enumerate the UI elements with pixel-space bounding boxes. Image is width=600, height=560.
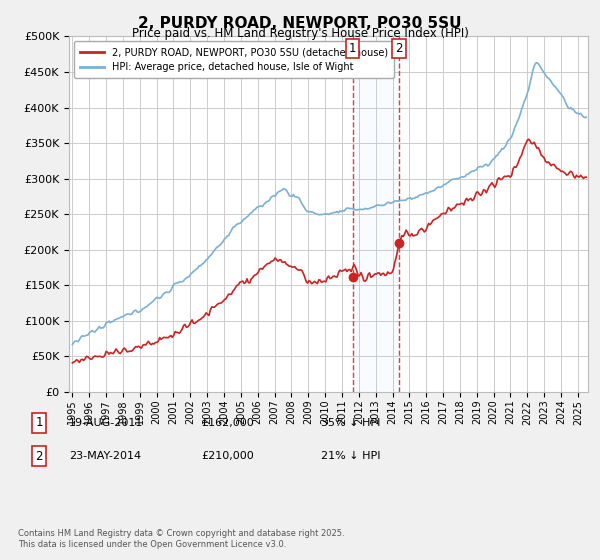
Text: £162,000: £162,000 (201, 418, 254, 428)
Bar (353, 36, 399, 392)
Text: 23-MAY-2014: 23-MAY-2014 (69, 451, 141, 461)
Text: 2: 2 (395, 42, 403, 55)
Text: 1: 1 (35, 416, 43, 430)
Legend: 2, PURDY ROAD, NEWPORT, PO30 5SU (detached house), HPI: Average price, detached : 2, PURDY ROAD, NEWPORT, PO30 5SU (detach… (74, 41, 394, 78)
Text: Price paid vs. HM Land Registry's House Price Index (HPI): Price paid vs. HM Land Registry's House … (131, 27, 469, 40)
Text: Contains HM Land Registry data © Crown copyright and database right 2025.
This d: Contains HM Land Registry data © Crown c… (18, 529, 344, 549)
Text: 35% ↓ HPI: 35% ↓ HPI (321, 418, 380, 428)
Text: 21% ↓ HPI: 21% ↓ HPI (321, 451, 380, 461)
Text: 2: 2 (35, 450, 43, 463)
Text: 2, PURDY ROAD, NEWPORT, PO30 5SU: 2, PURDY ROAD, NEWPORT, PO30 5SU (138, 16, 462, 31)
Text: 1: 1 (349, 42, 356, 55)
Text: £210,000: £210,000 (201, 451, 254, 461)
Text: 19-AUG-2011: 19-AUG-2011 (69, 418, 143, 428)
